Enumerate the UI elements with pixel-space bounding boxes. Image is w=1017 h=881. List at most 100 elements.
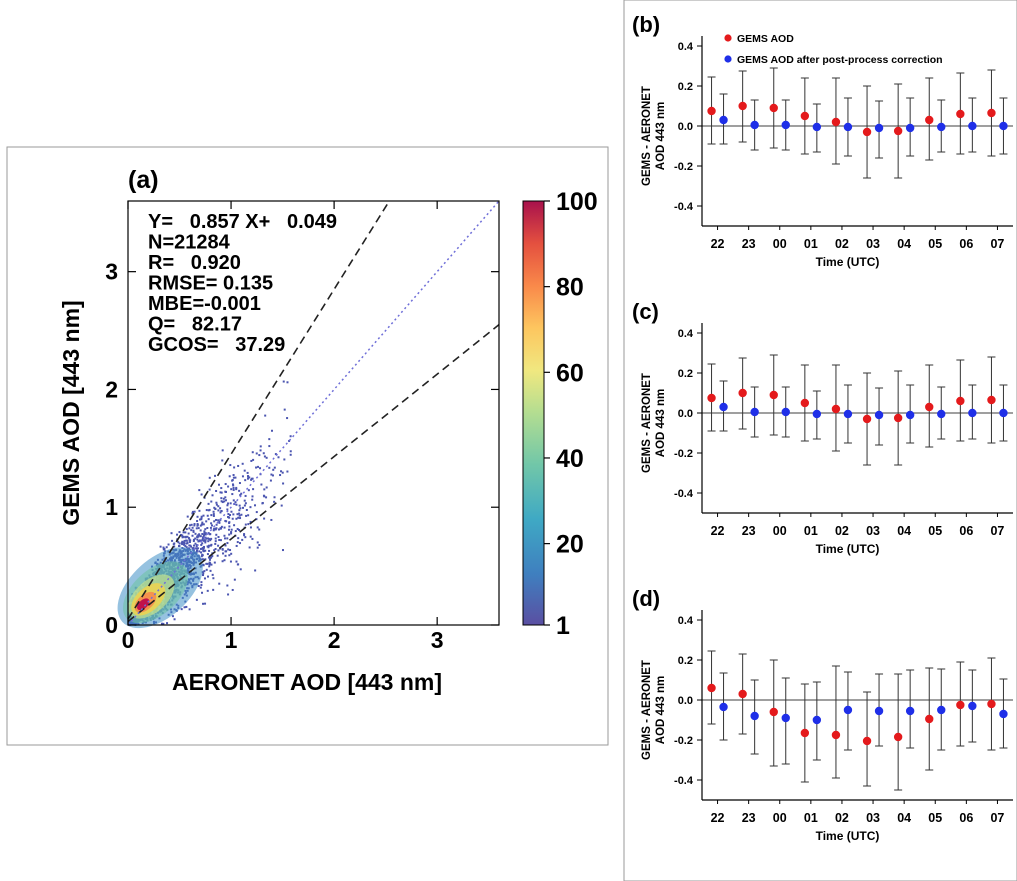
density-point bbox=[189, 539, 192, 542]
density-point bbox=[238, 504, 241, 507]
density-point bbox=[239, 494, 242, 497]
density-point bbox=[208, 544, 211, 547]
density-point bbox=[209, 526, 212, 529]
data-point bbox=[769, 103, 778, 113]
density-point bbox=[191, 512, 194, 515]
density-point bbox=[241, 538, 244, 541]
density-point bbox=[283, 458, 286, 461]
y-axis-label: AOD 443 nm bbox=[655, 389, 667, 457]
density-point bbox=[228, 475, 231, 478]
data-point bbox=[968, 408, 977, 418]
density-point bbox=[214, 474, 217, 477]
data-point bbox=[719, 115, 728, 125]
data-point bbox=[843, 122, 853, 132]
x-tick-label: 06 bbox=[959, 237, 973, 251]
density-point bbox=[189, 524, 192, 527]
density-point bbox=[212, 514, 215, 517]
reference-lines bbox=[127, 200, 500, 626]
y-tick-label: 0.4 bbox=[678, 328, 694, 340]
density-point bbox=[232, 488, 235, 491]
density-point bbox=[163, 547, 166, 550]
density-point bbox=[248, 546, 251, 549]
x-tick-label: 01 bbox=[804, 524, 818, 538]
panel-label: (c) bbox=[632, 299, 659, 324]
density-point bbox=[215, 533, 218, 536]
x-tick-label: 04 bbox=[897, 237, 911, 251]
x-tick-label: 23 bbox=[742, 811, 756, 825]
colorbar bbox=[522, 200, 545, 626]
density-point bbox=[238, 514, 241, 517]
y-tick-label: 0.0 bbox=[678, 695, 693, 707]
stat-line: R= 0.920 bbox=[148, 252, 241, 274]
density-point bbox=[230, 488, 233, 491]
density-point bbox=[234, 530, 237, 533]
density-point bbox=[263, 488, 266, 491]
density-point bbox=[207, 518, 210, 521]
density-point bbox=[214, 542, 217, 545]
density-point bbox=[190, 523, 193, 526]
density-point bbox=[226, 537, 229, 540]
density-point bbox=[273, 500, 276, 503]
density-point bbox=[194, 537, 197, 540]
density-point bbox=[229, 502, 232, 505]
x-tick-label: 06 bbox=[959, 811, 973, 825]
density-point bbox=[201, 532, 204, 535]
x-tick-label: 03 bbox=[866, 524, 880, 538]
density-point bbox=[200, 515, 203, 518]
density-point bbox=[228, 516, 231, 519]
density-point bbox=[231, 588, 234, 591]
density-point bbox=[227, 548, 230, 551]
density-point bbox=[282, 482, 285, 485]
density-point bbox=[223, 559, 226, 562]
density-point bbox=[208, 549, 211, 552]
plot-a-ticks: 0 1 2 3 0 1 2 3 bbox=[105, 201, 499, 653]
density-point bbox=[264, 414, 267, 417]
density-point bbox=[211, 524, 214, 527]
density-point bbox=[223, 526, 226, 529]
density-point bbox=[199, 529, 202, 532]
density-point bbox=[214, 507, 217, 510]
density-point bbox=[243, 499, 246, 502]
density-point bbox=[192, 540, 195, 543]
density-point bbox=[211, 555, 214, 558]
density-point bbox=[226, 542, 229, 545]
density-point bbox=[228, 554, 231, 557]
density-point bbox=[204, 558, 207, 561]
density-point bbox=[230, 531, 233, 534]
colorbar-ticks: 1 20 40 60 80 100 bbox=[544, 188, 598, 640]
density-point bbox=[221, 547, 224, 550]
density-point bbox=[204, 536, 207, 539]
density-point bbox=[236, 541, 239, 544]
density-point bbox=[249, 520, 252, 523]
density-point bbox=[213, 506, 216, 509]
density-point bbox=[212, 510, 215, 513]
density-point bbox=[208, 556, 211, 559]
density-point bbox=[224, 537, 227, 540]
density-point bbox=[244, 536, 247, 539]
density-point bbox=[215, 523, 218, 526]
data-point bbox=[874, 706, 884, 716]
density-point bbox=[190, 545, 193, 548]
x-tick-label: 03 bbox=[866, 811, 880, 825]
density-point bbox=[232, 513, 235, 516]
density-point bbox=[182, 531, 185, 534]
density-point bbox=[218, 520, 221, 523]
data-point bbox=[738, 388, 747, 398]
density-point bbox=[200, 581, 203, 584]
panel-b: (b) 0.4 0.2 0.0 -0.2 -0.4 GEMS - AERONET AOD 44… bbox=[632, 12, 1013, 269]
density-point bbox=[239, 542, 242, 545]
density-point bbox=[251, 498, 254, 501]
density-point bbox=[210, 500, 213, 503]
density-point bbox=[195, 547, 198, 550]
density-point bbox=[202, 536, 205, 539]
density-point bbox=[208, 538, 211, 541]
density-point bbox=[227, 593, 230, 596]
density-point bbox=[177, 541, 180, 544]
density-point bbox=[204, 533, 207, 536]
density-point bbox=[201, 542, 204, 545]
density-point bbox=[226, 508, 229, 511]
x-axis-label: Time (UTC) bbox=[816, 255, 880, 269]
y-tick-label: 0.2 bbox=[678, 655, 693, 667]
x-axis-label: Time (UTC) bbox=[816, 542, 880, 556]
